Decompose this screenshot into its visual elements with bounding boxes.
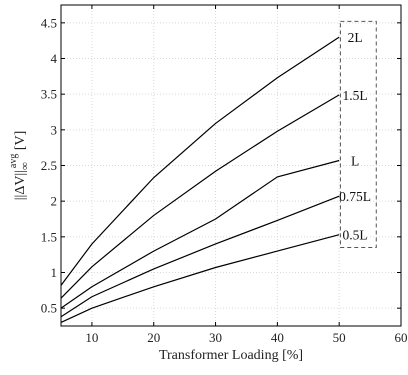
ticks (61, 5, 402, 326)
series-label-box (339, 20, 377, 249)
tick-labels: 10 20 30 40 50 60 0.5 1 1.5 2 2.5 3 3.5 4 4.5 (41, 15, 408, 345)
y-axis-label-sup: avg (8, 154, 19, 168)
y-tick-label: 4 (51, 51, 58, 66)
series-label: 0.75L (339, 189, 371, 204)
series-line-0.75L (60, 195, 340, 318)
series-label: 2L (348, 30, 363, 45)
y-axis-label-unit: [V] (13, 131, 28, 154)
y-tick-label: 3.5 (41, 87, 57, 102)
series-line-1.5L (60, 94, 340, 299)
series-label: L (351, 154, 359, 169)
series-group (60, 36, 340, 323)
y-axis-label-sub: ∞ (19, 162, 31, 170)
series-labels: 2L 1.5L L 0.75L 0.5L (339, 30, 371, 243)
x-tick-label: 30 (209, 330, 222, 345)
y-tick-label: 1.5 (41, 229, 57, 244)
x-tick-label: 60 (395, 330, 408, 345)
y-axis-label-base: ||ΔV|| (13, 170, 28, 200)
series-label: 1.5L (343, 88, 368, 103)
series-line-2L (60, 36, 340, 286)
y-tick-label: 2.5 (41, 158, 57, 173)
x-tick-label: 40 (271, 330, 284, 345)
x-axis-label: Transformer Loading [%] (159, 348, 303, 363)
y-tick-label: 0.5 (41, 301, 57, 316)
x-tick-label: 20 (147, 330, 160, 345)
series-line-0.5L (60, 234, 340, 323)
y-tick-label: 3 (51, 122, 58, 137)
y-axis-label: ||ΔV||∞avg [V] (8, 131, 31, 201)
x-tick-label: 50 (333, 330, 346, 345)
y-tick-label: 4.5 (41, 15, 57, 30)
series-line-L (60, 159, 340, 309)
y-tick-label: 1 (51, 265, 58, 280)
y-tick-label: 2 (51, 194, 58, 209)
series-label: 0.5L (343, 228, 368, 243)
x-tick-label: 10 (85, 330, 98, 345)
